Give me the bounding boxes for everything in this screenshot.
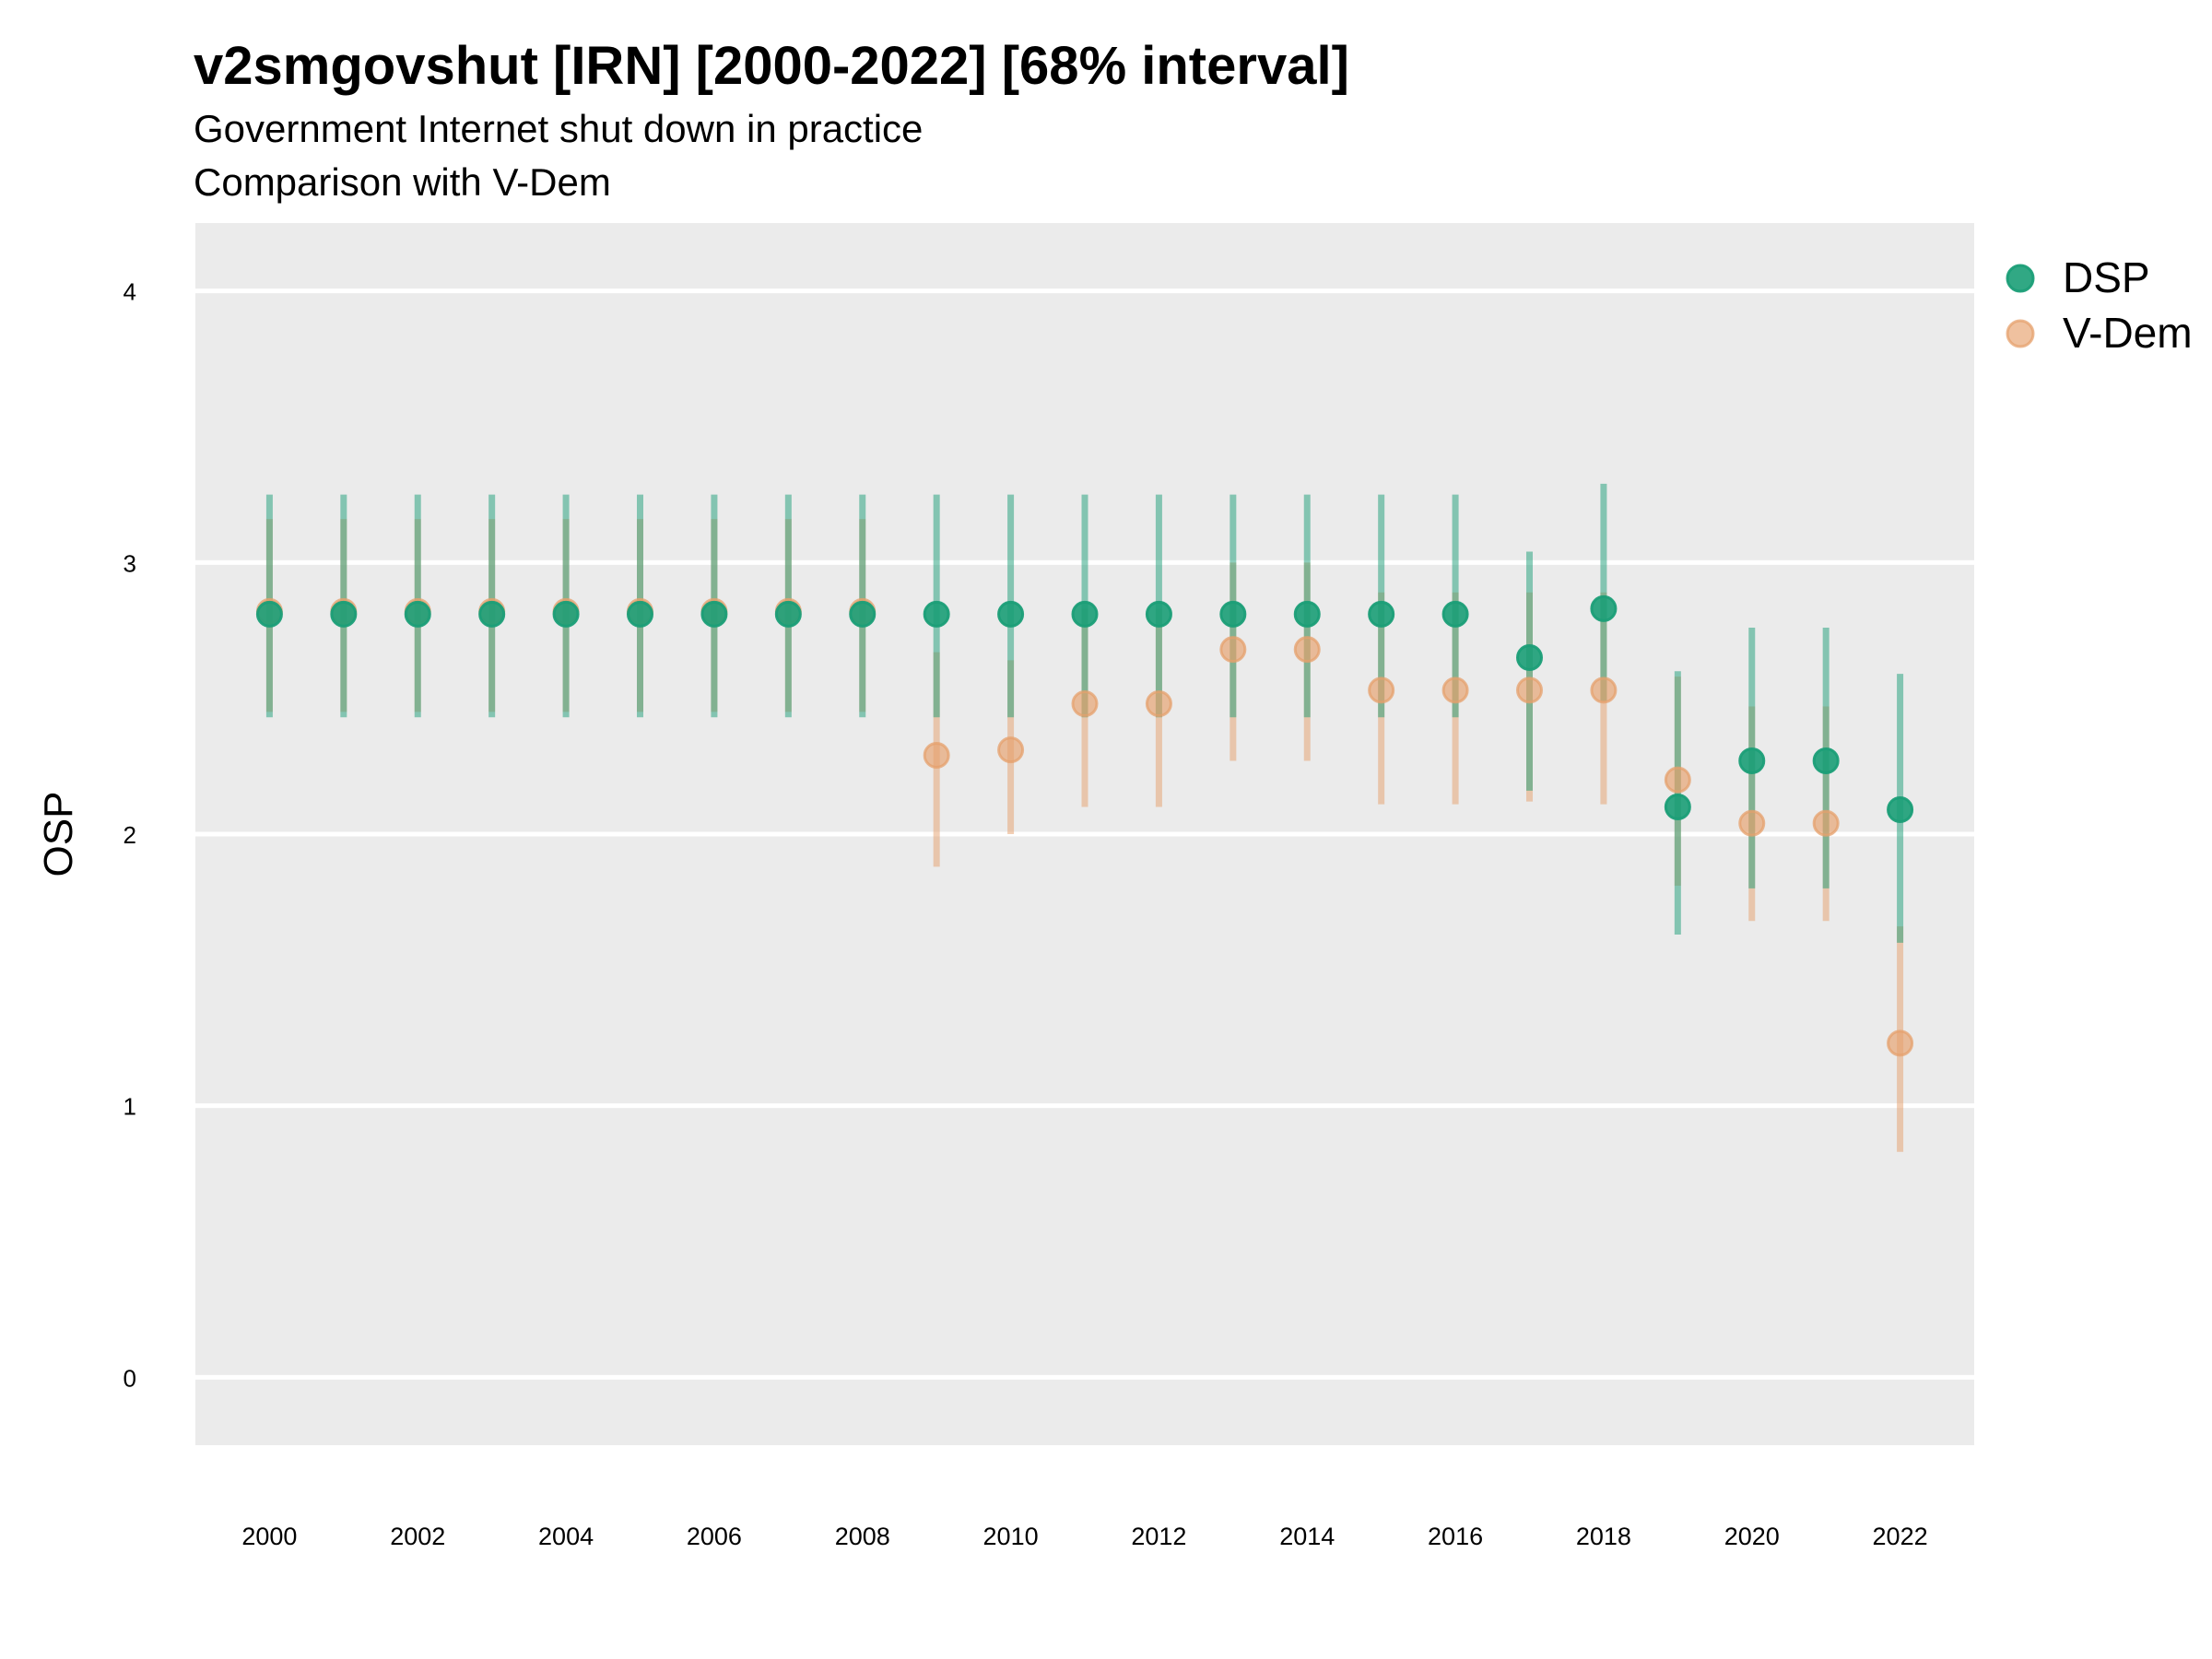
point-dsp <box>1664 794 1691 821</box>
point-dsp <box>1516 643 1543 671</box>
point-dsp <box>255 600 283 628</box>
point-dsp <box>627 600 653 628</box>
x-tick-label: 2000 <box>241 1523 297 1550</box>
point-vdem <box>1516 677 1543 704</box>
point-vdem <box>1071 690 1099 718</box>
point-vdem <box>1293 636 1321 664</box>
chart-subtitle: Government Internet shut down in practic… <box>194 107 924 150</box>
x-tick-label: 2002 <box>390 1523 445 1550</box>
point-vdem <box>1145 690 1172 718</box>
x-tick-label: 2010 <box>983 1523 1039 1550</box>
point-vdem <box>923 742 950 770</box>
point-dsp <box>997 600 1025 628</box>
point-vdem <box>1812 809 1840 837</box>
y-axis-label: OSP <box>36 792 81 877</box>
point-vdem <box>1368 677 1395 704</box>
point-vdem <box>1664 766 1691 794</box>
point-dsp <box>1293 600 1321 628</box>
legend-label-vdem: V-Dem <box>2063 309 2193 357</box>
x-tick-label: 2022 <box>1873 1523 1928 1550</box>
point-dsp <box>1219 600 1247 628</box>
point-dsp <box>404 600 431 628</box>
point-vdem <box>1738 809 1766 837</box>
y-tick-label: 2 <box>124 821 136 849</box>
y-tick-label: 0 <box>124 1364 136 1392</box>
point-vdem <box>1219 636 1247 664</box>
y-tick-label: 1 <box>124 1093 136 1121</box>
point-dsp <box>552 600 580 628</box>
point-dsp <box>849 600 877 628</box>
chart-subtitle-comparison: Comparison with V-Dem <box>194 160 611 204</box>
point-dsp <box>1441 600 1469 628</box>
legend-key-vdem <box>2006 319 2035 348</box>
point-dsp <box>1590 594 1618 622</box>
point-vdem <box>1441 677 1469 704</box>
x-tick-label: 2012 <box>1131 1523 1186 1550</box>
point-dsp <box>700 600 728 628</box>
legend-label-dsp: DSP <box>2063 253 2150 301</box>
x-tick-label: 2014 <box>1279 1523 1335 1550</box>
x-tick-label: 2020 <box>1724 1523 1780 1550</box>
point-dsp <box>1071 600 1099 628</box>
legend-key-dsp <box>2006 264 2035 293</box>
point-dsp <box>1812 747 1840 774</box>
point-vdem <box>1887 1030 1914 1057</box>
x-tick-label: 2006 <box>687 1523 742 1550</box>
point-dsp <box>1887 795 1914 823</box>
point-dsp <box>923 600 950 628</box>
point-dsp <box>1145 600 1172 628</box>
point-vdem <box>1590 677 1618 704</box>
point-dsp <box>330 600 358 628</box>
chart-title: v2smgovshut [IRN] [2000-2022] [68% inter… <box>194 36 1349 96</box>
x-tick-label: 2008 <box>835 1523 890 1550</box>
point-vdem <box>997 736 1025 764</box>
point-dsp <box>774 600 802 628</box>
x-tick-label: 2004 <box>538 1523 594 1550</box>
x-tick-label: 2016 <box>1428 1523 1483 1550</box>
point-dsp <box>1738 747 1766 774</box>
y-tick-label: 4 <box>124 278 136 306</box>
point-dsp <box>478 600 506 628</box>
point-dsp <box>1368 600 1395 628</box>
x-tick-label: 2018 <box>1576 1523 1631 1550</box>
y-tick-label: 3 <box>124 549 136 577</box>
